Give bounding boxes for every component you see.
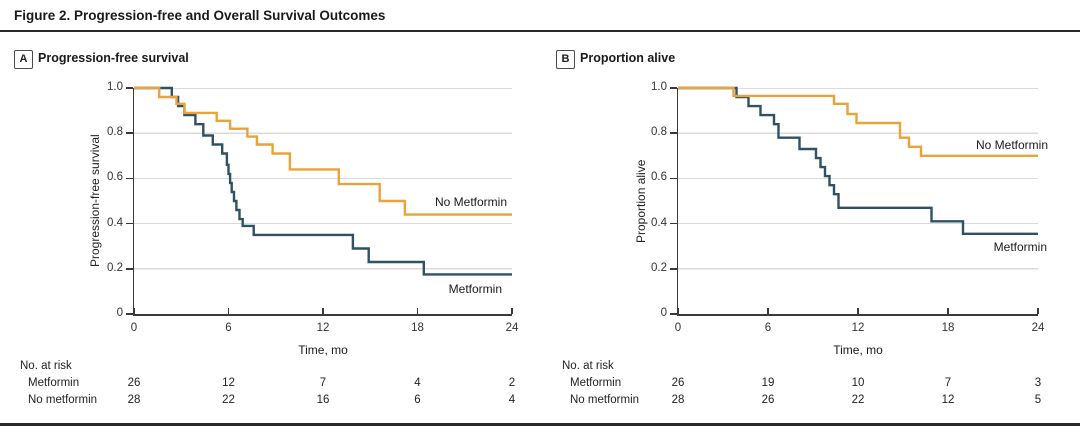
risk-value: 12 <box>941 393 955 406</box>
panel-a-y-tick-label: 0.8 <box>107 126 123 139</box>
risk-value: 7 <box>944 377 952 389</box>
panel-b-x-tick-mark <box>857 308 859 314</box>
panel-a-x-tick-label: 24 <box>505 322 519 334</box>
panel-a-x-tick-label: 6 <box>225 322 232 334</box>
risk-row-label-metformin: Metformin <box>28 377 80 389</box>
panel-b-x-axis-line <box>676 314 1038 316</box>
survival-curve-no-metformin <box>134 86 512 216</box>
panel-a-y-tick-label: 0.4 <box>107 216 123 229</box>
panel-a-y-tick-label: 1.0 <box>107 81 123 93</box>
panel-b-y-tick-label: 0.8 <box>651 126 667 139</box>
panel-a-risk-table-header: No. at risk <box>20 360 72 372</box>
panel-b-y-tick-mark <box>670 268 677 270</box>
panel-a-y-tick-mark <box>126 87 133 89</box>
panel-a-x-tick-label: 18 <box>411 322 424 334</box>
panel-b-x-tick-label: 24 <box>1031 322 1045 334</box>
panel-a-x-tick-mark <box>322 308 324 314</box>
survival-curve-metformin <box>134 86 512 276</box>
panel-b-y-tick-mark <box>670 313 677 315</box>
risk-value: 12 <box>222 377 235 389</box>
risk-value: 28 <box>127 393 141 406</box>
risk-value: 3 <box>1034 377 1042 389</box>
panel-a-x-tick-mark <box>133 308 135 314</box>
risk-value: 4 <box>508 393 516 406</box>
panel-b-x-tick-label: 12 <box>851 322 865 334</box>
panel-b-y-tick-label: 0.4 <box>651 216 667 229</box>
panel-a-y-tick-mark <box>126 313 133 315</box>
panel-a-x-tick-label: 12 <box>316 322 330 334</box>
panel-a-y-tick-label: 0 <box>116 307 123 319</box>
panel-b-x-tick-label: 0 <box>674 322 682 334</box>
curve-label-metformin: Metformin <box>993 240 1047 254</box>
panel-b-y-tick-label: 1.0 <box>651 81 667 93</box>
panel-b-title: Proportion alive <box>580 51 676 65</box>
figure-title: Figure 2. Progression-free and Overall S… <box>14 8 386 23</box>
panel-a-y-axis-label: Progression-free survival <box>88 134 102 268</box>
panel-a-y-tick-label: 0.2 <box>107 261 123 274</box>
figure-bottom-rule <box>0 423 1080 426</box>
panel-b-x-tick-mark <box>677 308 679 314</box>
km-plot-b <box>678 86 1038 270</box>
risk-value: 28 <box>671 393 685 406</box>
risk-value: 26 <box>671 377 685 389</box>
risk-row-label-no-metformin: No metformin <box>570 393 640 406</box>
panel-b-y-tick-label: 0 <box>660 307 667 319</box>
panel-b-x-tick-mark <box>947 308 949 314</box>
panel-a-y-tick-label: 0.6 <box>107 171 123 184</box>
panel-a-x-tick-mark <box>227 308 230 314</box>
panel-a-y-tick-mark <box>126 177 133 180</box>
panel-b-x-tick-mark <box>767 308 769 314</box>
panel-a-x-tick-mark <box>416 308 419 314</box>
risk-value: 6 <box>414 393 421 406</box>
panel-a-x-axis-line <box>132 314 512 316</box>
panel-b-x-axis-title: Time, mo <box>833 343 883 357</box>
curve-label-no-metformin: No Metformin <box>434 195 507 209</box>
panel-a-label-box: A <box>14 50 33 69</box>
survival-curve-metformin <box>678 86 1038 235</box>
panel-b-y-tick-mark <box>670 177 677 180</box>
panel-b-y-axis-line <box>676 88 678 315</box>
risk-value: 10 <box>851 377 865 389</box>
risk-value: 16 <box>316 393 330 406</box>
curve-label-metformin: Metformin <box>448 282 502 296</box>
title-divider-rule <box>0 30 1080 32</box>
panel-b-y-tick-mark <box>670 87 677 89</box>
panel-b-y-tick-mark <box>670 222 677 225</box>
risk-value: 22 <box>222 393 235 406</box>
panel-a-x-tick-mark <box>511 308 513 314</box>
risk-value: 7 <box>319 377 327 389</box>
panel-b-y-tick-mark <box>670 132 677 134</box>
panel-b-y-tick-label: 0.2 <box>651 261 667 274</box>
curve-label-no-metformin: No Metformin <box>975 138 1048 152</box>
risk-row-label-no-metformin: No metformin <box>28 393 98 406</box>
panel-b-label-box: B <box>556 50 575 69</box>
panel-a-x-tick-label: 0 <box>130 322 138 334</box>
panel-a-y-tick-mark <box>126 222 133 225</box>
panel-a-y-tick-mark <box>126 268 133 270</box>
risk-value: 5 <box>1034 393 1042 406</box>
risk-value: 19 <box>761 377 775 389</box>
risk-value: 26 <box>127 377 141 389</box>
panel-a-x-axis-title: Time, mo <box>298 343 348 357</box>
panel-b-risk-table-header: No. at risk <box>562 360 614 372</box>
risk-value: 4 <box>414 377 421 389</box>
survival-curve-no-metformin <box>678 86 1038 157</box>
panel-b-y-tick-label: 0.6 <box>651 171 667 184</box>
panel-b-x-tick-label: 18 <box>941 322 955 334</box>
panel-b-x-tick-label: 6 <box>764 322 772 334</box>
panel-a-y-tick-mark <box>126 132 133 134</box>
km-plot-a <box>134 86 512 276</box>
risk-value: 2 <box>508 377 516 389</box>
risk-row-label-metformin: Metformin <box>570 377 622 389</box>
panel-b-y-axis-label: Proportion alive <box>634 159 648 243</box>
risk-value: 26 <box>761 393 775 406</box>
panel-b-x-tick-mark <box>1037 308 1039 314</box>
panel-a-title: Progression-free survival <box>38 51 189 65</box>
panel-a-y-axis-line <box>132 88 134 315</box>
risk-value: 22 <box>851 393 865 406</box>
